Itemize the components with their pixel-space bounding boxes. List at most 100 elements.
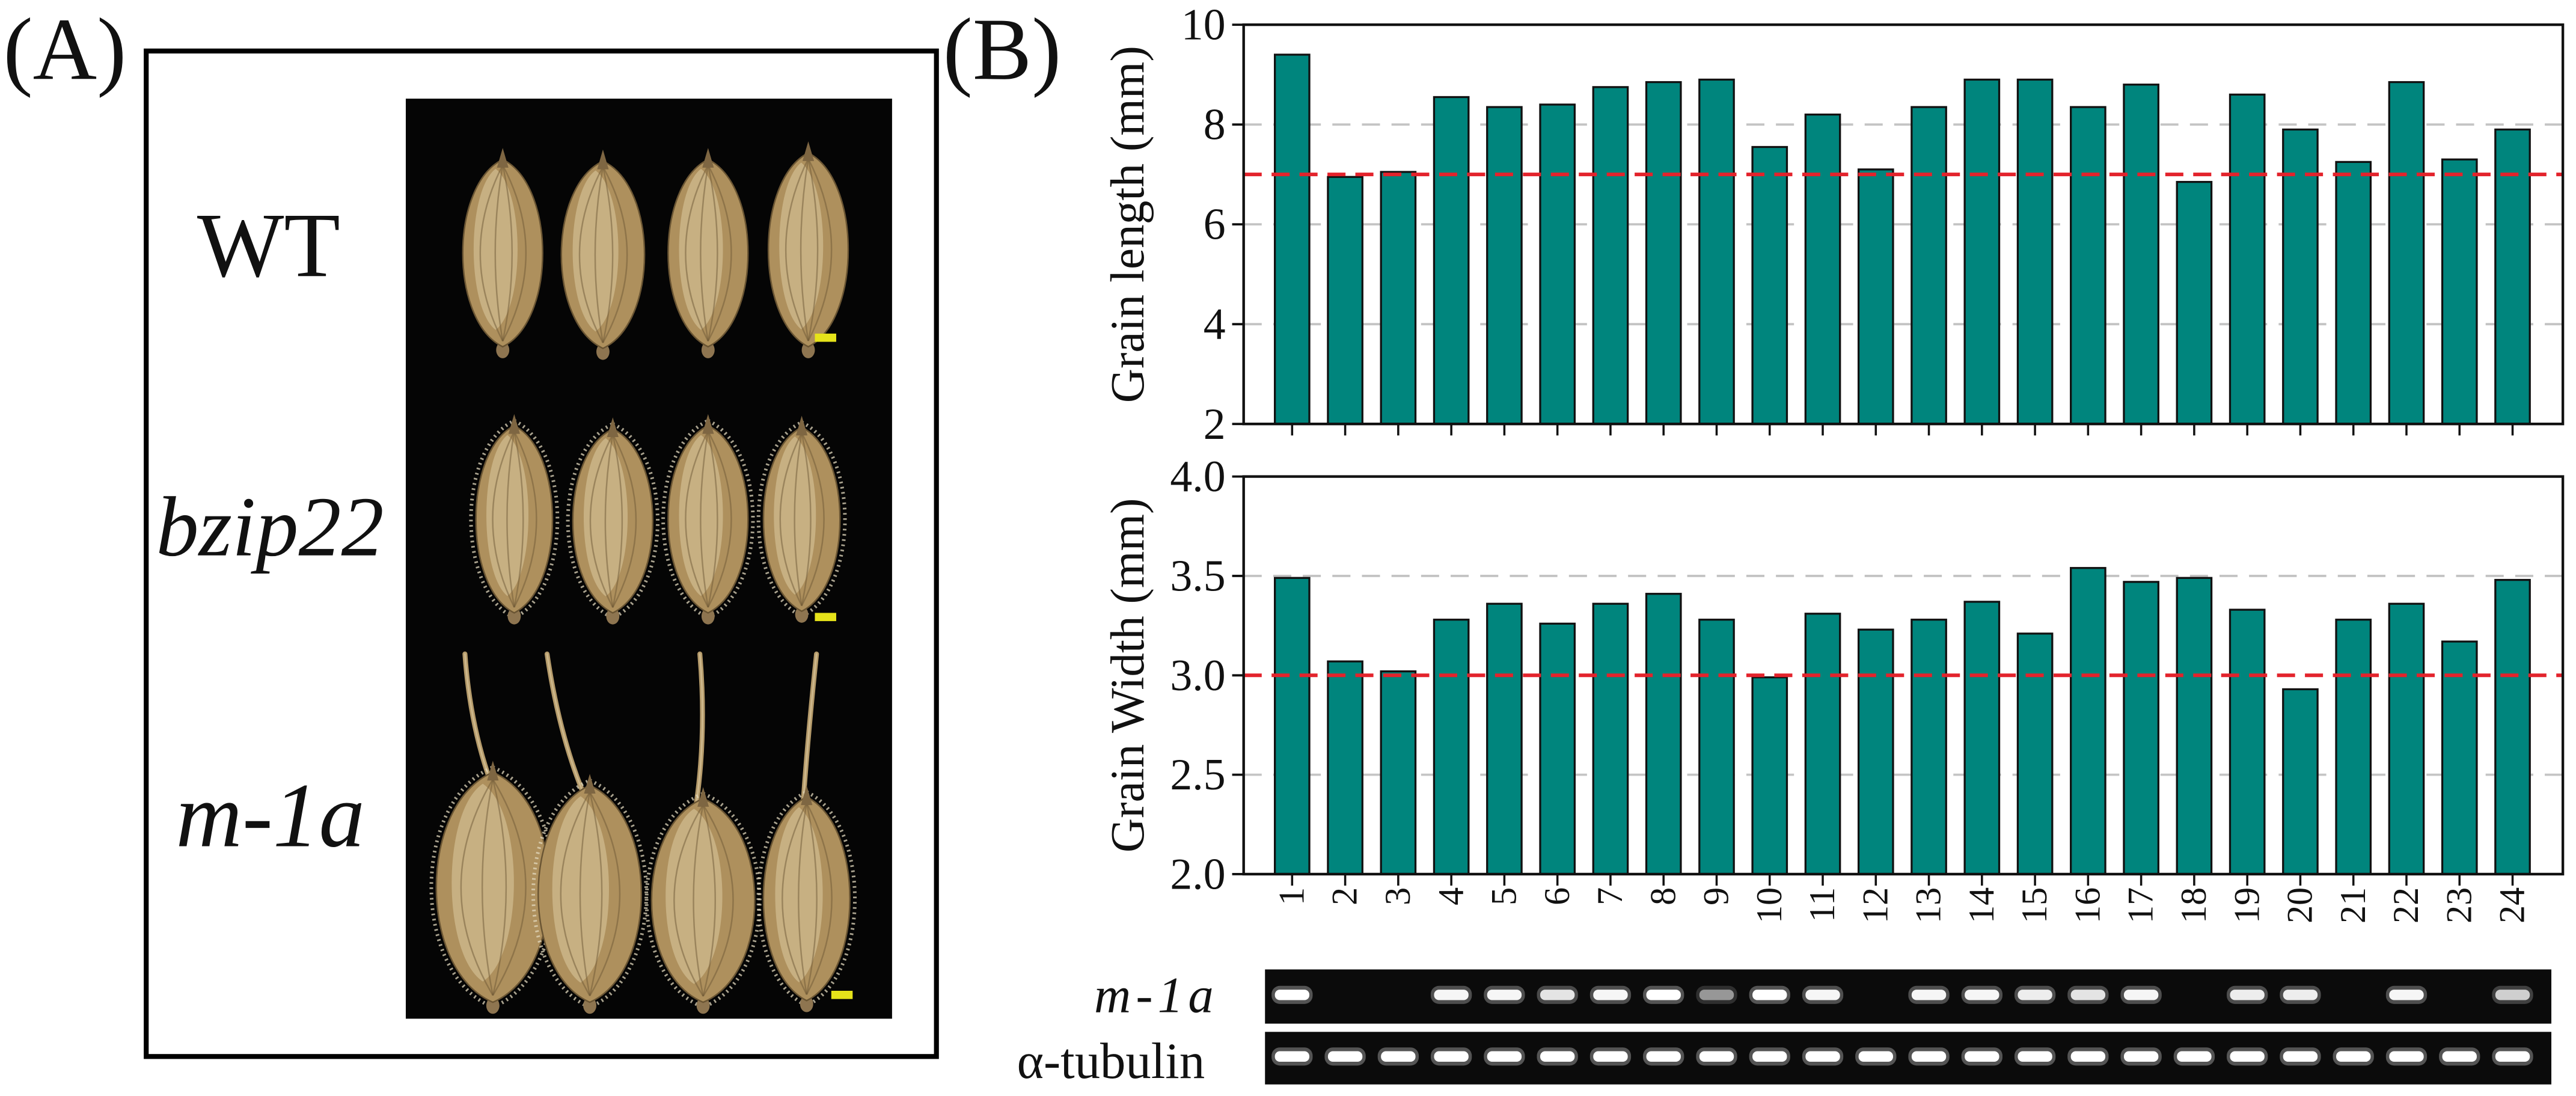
gel-band — [1858, 1051, 1893, 1062]
bar — [2176, 180, 2213, 425]
grain-hairs — [756, 420, 847, 619]
gel-m-1a — [1265, 969, 2552, 1024]
grain-tip — [597, 149, 609, 170]
grain-base — [795, 606, 809, 623]
grain-tip — [801, 785, 813, 806]
bar — [2282, 688, 2319, 875]
grain-tip — [697, 787, 709, 807]
grain-hairs — [756, 789, 857, 1008]
gel-band — [1274, 1051, 1310, 1062]
grain-tip — [607, 417, 619, 438]
x-tick-label: 18 — [2174, 887, 2214, 923]
grain-tip — [487, 761, 499, 781]
gel-band — [2389, 990, 2424, 1000]
bar — [1804, 613, 1841, 875]
grain-hairs — [469, 418, 560, 620]
m-1a-grain — [429, 761, 557, 1014]
grain-rib — [801, 432, 812, 606]
gel-band — [1434, 990, 1469, 1000]
grain-photo-contents — [429, 141, 857, 1014]
bar — [1698, 619, 1735, 875]
bar — [1645, 81, 1682, 425]
bar — [1698, 78, 1735, 425]
y-tick-label: 4 — [1204, 299, 1226, 349]
grain-rib — [807, 158, 833, 341]
row-label-m-1a: m-1a — [176, 765, 364, 866]
bar — [2282, 128, 2319, 425]
grain-rib — [502, 165, 513, 341]
grain-length-chart: 2 4 6 8 10 Grain length (mm) — [1101, 0, 2565, 449]
bar — [1857, 168, 1894, 425]
bar — [1327, 660, 1363, 875]
y-tick-label: 10 — [1181, 0, 1226, 49]
bar — [2176, 577, 2213, 875]
gel-band — [2070, 990, 2106, 1000]
x-tick-label: 3 — [1378, 887, 1418, 905]
scale-bar — [815, 333, 836, 342]
bar — [1433, 619, 1470, 875]
gel-band — [1434, 1051, 1469, 1062]
gel-band — [2336, 1051, 2371, 1062]
bzip22-grain — [756, 415, 847, 623]
grain-rib — [589, 791, 621, 996]
gel-band — [1593, 990, 1628, 1000]
grain-rib — [693, 804, 704, 997]
gel-band — [1540, 1051, 1575, 1062]
bar — [2229, 608, 2266, 875]
grain-rib — [513, 430, 537, 608]
bar — [2016, 78, 2054, 425]
grain-rib — [481, 779, 494, 996]
bar — [1645, 593, 1682, 875]
gel-band — [1911, 1051, 1947, 1062]
gel-band — [1965, 990, 1999, 1000]
wt-grain — [667, 148, 749, 358]
m-1a-grain — [644, 787, 762, 1014]
x-tick-label: 7 — [1590, 887, 1630, 905]
panel-a-frame — [144, 48, 939, 1059]
grain-base — [701, 608, 715, 625]
y-tick-label: 3.0 — [1170, 651, 1225, 700]
gel-band — [2495, 1051, 2530, 1062]
x-tick-label: 10 — [1749, 887, 1790, 923]
gel-band — [2070, 1051, 2106, 1062]
gel-band — [2018, 990, 2052, 1000]
gel-band — [1805, 1051, 1840, 1062]
grain-rib — [707, 430, 732, 608]
bar — [2441, 640, 2478, 875]
grain-tip — [802, 141, 815, 161]
x-tick-label: 23 — [2439, 887, 2479, 923]
gel-band — [2230, 1051, 2265, 1062]
grain-rib — [673, 804, 704, 997]
y-tick-label: 2.0 — [1170, 850, 1225, 899]
bar — [1380, 670, 1417, 875]
grain-rib — [460, 779, 494, 996]
grain-rib — [779, 432, 803, 607]
bar — [2123, 84, 2159, 425]
grain-rib — [785, 158, 809, 341]
bar — [1327, 176, 1363, 425]
bar — [1592, 602, 1629, 875]
bar — [1486, 602, 1523, 875]
grain-base — [800, 996, 813, 1012]
grain-base — [801, 341, 815, 358]
panel-a: (A) WT bzip22 m-1a — [3, 0, 939, 1059]
gel-band — [2283, 1051, 2318, 1062]
bar — [1857, 628, 1894, 875]
grain-rib — [612, 434, 623, 608]
gel-band — [1381, 1051, 1416, 1062]
row-label-wt: WT — [197, 195, 340, 296]
grain-rib — [707, 430, 718, 608]
grain-rib — [594, 167, 604, 343]
x-tick-label: 9 — [1696, 887, 1737, 905]
grain-rib — [602, 167, 614, 343]
gel-band — [2389, 1051, 2424, 1062]
bzip22-grain — [661, 414, 755, 625]
gel-band — [1911, 990, 1947, 1000]
grain-base — [596, 343, 610, 360]
grain-tip — [584, 774, 596, 794]
grain-tip — [796, 415, 808, 436]
grain-rib — [479, 164, 504, 341]
m-1a-grain — [756, 785, 857, 1012]
grain-rib — [579, 791, 591, 996]
bzip22-grain — [469, 414, 560, 625]
